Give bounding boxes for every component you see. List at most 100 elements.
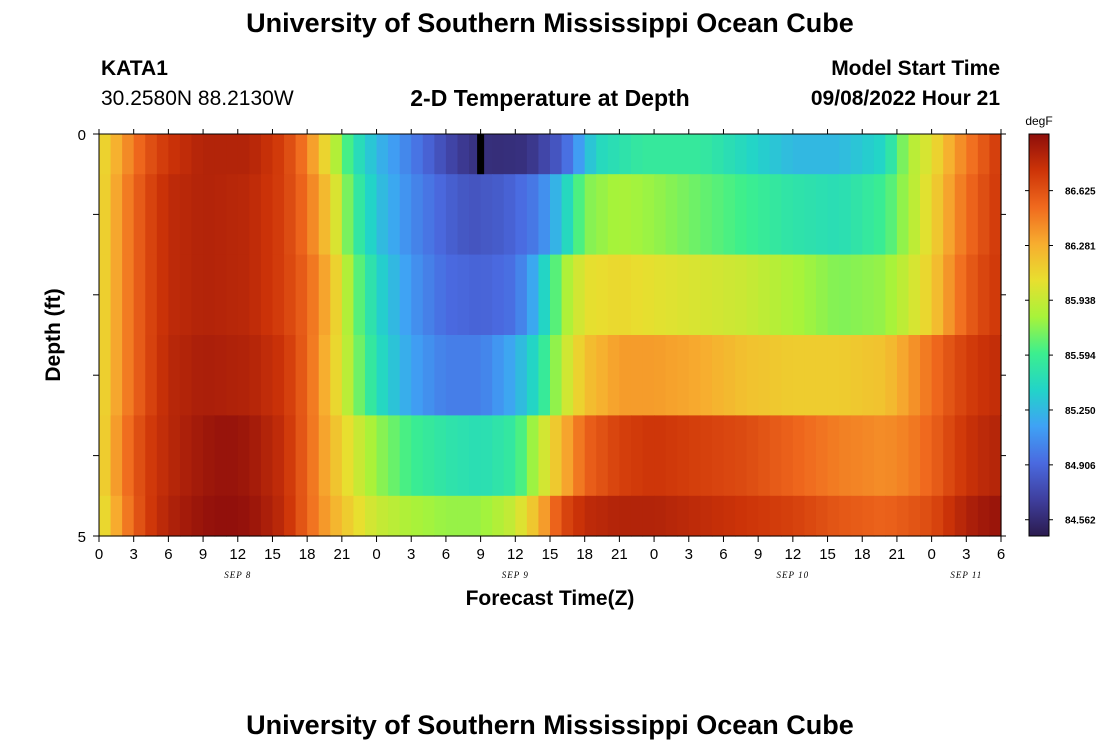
heatmap-cell: [133, 254, 146, 336]
heatmap-cell: [145, 134, 158, 175]
y-tick-label: 5: [78, 529, 86, 546]
heatmap-cell: [839, 134, 852, 175]
x-tick-label: 12: [507, 546, 524, 563]
heatmap-cell: [307, 254, 320, 336]
heatmap-cell: [931, 134, 944, 175]
heatmap-cell: [573, 495, 586, 537]
heatmap-cell: [364, 254, 378, 336]
heatmap-cell: [399, 134, 412, 175]
heatmap-cell: [399, 495, 412, 537]
heatmap-cell: [723, 174, 736, 256]
heatmap-cell: [538, 335, 551, 416]
heatmap-cell: [758, 174, 771, 256]
heatmap-cell: [792, 415, 806, 497]
heatmap-cell: [226, 134, 239, 175]
heatmap-cell: [469, 335, 482, 416]
x-tick-label: 9: [476, 546, 484, 563]
y-axis-label: Depth (ft): [42, 288, 65, 381]
heatmap-cell: [307, 415, 320, 497]
heatmap-cell: [827, 335, 840, 416]
heatmap-cell: [885, 495, 898, 537]
x-tick-label: 18: [576, 546, 593, 563]
heatmap-cell: [977, 415, 991, 497]
x-axis: 0 3 6 9 12 15 18 21 0 3 6 9 12 15 18 21 0 3 6 9 12 15 18 21 0 3 6 S…: [95, 129, 1005, 580]
heatmap-cell: [353, 254, 366, 336]
heatmap-cell: [341, 335, 355, 416]
heatmap-cell: [561, 254, 574, 336]
heatmap-cell: [862, 415, 875, 497]
heatmap-cell: [191, 174, 204, 256]
heatmap-cell: [630, 415, 644, 497]
heatmap-cell: [642, 134, 655, 175]
heatmap-cell: [758, 254, 771, 336]
heatmap-cell: [954, 495, 967, 537]
heatmap-cell: [839, 495, 852, 537]
heatmap-cell: [873, 495, 886, 537]
heatmap-cell: [885, 415, 898, 497]
heatmap-cell: [839, 174, 852, 256]
heatmap-cell: [596, 335, 609, 416]
heatmap-cell: [815, 335, 829, 416]
heatmap-cell: [214, 495, 227, 537]
heatmap-cell: [133, 134, 146, 175]
heatmap-cell: [896, 335, 910, 416]
heatmap-cell: [307, 134, 320, 175]
x-tick-label: 15: [819, 546, 836, 563]
x-tick-label: 21: [889, 546, 906, 563]
heatmap-cell: [908, 495, 921, 537]
heatmap-cell: [122, 134, 135, 175]
heatmap-cell: [191, 254, 204, 336]
heatmap-cell: [145, 335, 158, 416]
heatmap-cell: [642, 174, 655, 256]
heatmap-cell: [977, 134, 991, 175]
heatmap-cell: [411, 495, 424, 537]
station-id: KATA1: [101, 57, 168, 80]
heatmap-cell: [422, 254, 435, 336]
heatmap-cell: [873, 415, 886, 497]
heatmap-cell: [307, 335, 320, 416]
heatmap-cell: [341, 254, 355, 336]
heatmap-cell: [399, 254, 412, 336]
heatmap-cell: [746, 134, 759, 175]
heatmap-cell: [388, 415, 401, 497]
x-tick-label: 21: [334, 546, 351, 563]
heatmap-cell: [573, 174, 586, 256]
heatmap-cell: [943, 415, 956, 497]
colorbar-tick-label: 86.625: [1065, 187, 1096, 198]
model-start-value: 09/08/2022 Hour 21: [810, 87, 1000, 110]
heatmap-cell: [619, 495, 632, 537]
x-tick-label: 6: [164, 546, 172, 563]
heatmap-cell: [977, 495, 991, 537]
heatmap-cell: [700, 254, 713, 336]
heatmap-cell: [156, 495, 169, 537]
heatmap-cell: [434, 495, 447, 537]
heatmap-cell: [353, 415, 366, 497]
x-tick-label: 12: [785, 546, 802, 563]
heatmap-cell: [850, 254, 863, 336]
heatmap-cell: [746, 254, 759, 336]
heatmap-cell: [168, 415, 181, 497]
heatmap-cell: [376, 254, 389, 336]
heatmap-cell: [457, 415, 470, 497]
heatmap-cell: [769, 495, 782, 537]
heatmap-cell: [804, 134, 817, 175]
heatmap-cell: [723, 134, 736, 175]
heatmap-cell: [827, 174, 840, 256]
heatmap-cell: [711, 134, 725, 175]
heatmap-cell: [145, 415, 158, 497]
heatmap-cell: [179, 174, 193, 256]
heatmap-cell: [873, 254, 886, 336]
heatmap-cell: [122, 415, 135, 497]
heatmap-cell: [330, 495, 343, 537]
heatmap-cell: [896, 415, 910, 497]
heatmap-cell: [989, 134, 1002, 175]
heatmap-cell: [411, 134, 424, 175]
heatmap-cell: [607, 335, 620, 416]
heatmap-cell: [295, 415, 308, 497]
heatmap-cell: [434, 174, 447, 256]
heatmap-cell: [388, 335, 401, 416]
heatmap-cell: [908, 335, 921, 416]
heatmap-cell: [99, 174, 112, 256]
heatmap-cell: [966, 174, 979, 256]
heatmap-cell: [723, 495, 736, 537]
